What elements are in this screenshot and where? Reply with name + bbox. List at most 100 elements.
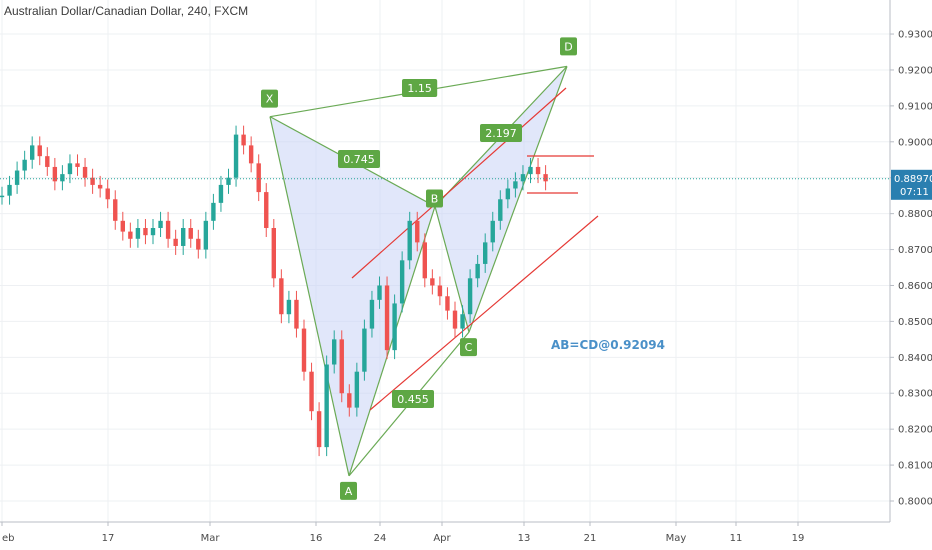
candle-body bbox=[294, 299, 299, 329]
abcd-annotation: AB=CD@0.92094 bbox=[551, 338, 665, 352]
candle-body bbox=[82, 166, 88, 178]
candle-body bbox=[332, 339, 337, 365]
x-tick-label: Mar bbox=[201, 533, 221, 544]
candle-body bbox=[324, 364, 329, 448]
pattern-leg-AB bbox=[348, 206, 436, 477]
candle-body bbox=[339, 339, 344, 394]
candle-body bbox=[60, 174, 65, 182]
ratio-label: 2.197 bbox=[485, 127, 517, 140]
candle-body bbox=[14, 170, 20, 185]
x-tick-label: 21 bbox=[584, 533, 597, 544]
candle-body bbox=[430, 278, 435, 286]
candle-body bbox=[128, 231, 133, 239]
candle-body bbox=[422, 242, 427, 279]
candle-body bbox=[452, 310, 458, 329]
candle-body bbox=[120, 220, 125, 232]
last-price-label: 0.88970 bbox=[894, 174, 932, 185]
candle-body bbox=[279, 278, 284, 315]
x-tick-label: eb bbox=[2, 533, 15, 544]
candle-body bbox=[22, 159, 27, 171]
candle-body bbox=[498, 199, 503, 221]
point-label-box bbox=[426, 189, 443, 208]
candle-body bbox=[256, 163, 261, 193]
candle-body bbox=[392, 303, 397, 351]
candle-body bbox=[52, 166, 58, 182]
candle-body bbox=[143, 228, 148, 236]
ratio-label: 1.15 bbox=[407, 82, 432, 95]
ratio-label-box bbox=[402, 79, 438, 97]
point-label-X: X bbox=[266, 93, 274, 106]
x-tick-label: Apr bbox=[433, 533, 451, 544]
candle-body bbox=[271, 228, 276, 279]
candle-body bbox=[415, 220, 420, 243]
countdown-label: 07:11 bbox=[900, 187, 929, 198]
candle-body bbox=[384, 285, 390, 351]
x-tick-label: 17 bbox=[102, 533, 115, 544]
point-label-B: B bbox=[431, 192, 439, 205]
point-label-box bbox=[560, 37, 577, 56]
candle-body bbox=[520, 174, 526, 182]
candle-body bbox=[158, 220, 163, 229]
candle-body bbox=[347, 393, 352, 408]
point-label-D: D bbox=[564, 40, 572, 53]
pattern-leg-CD bbox=[468, 66, 568, 333]
point-label-C: C bbox=[465, 341, 473, 354]
candle-body bbox=[513, 181, 518, 189]
candle-body bbox=[407, 220, 412, 261]
candle-body bbox=[97, 184, 103, 189]
candle-body bbox=[264, 192, 269, 229]
x-tick-label: 13 bbox=[518, 533, 531, 544]
pattern-leg-BC bbox=[434, 206, 470, 333]
point-label-A: A bbox=[345, 485, 353, 498]
last-price-badge bbox=[891, 169, 932, 200]
candle-body bbox=[188, 228, 193, 239]
candle-body bbox=[377, 285, 382, 300]
candle-body bbox=[113, 199, 118, 221]
candle-body bbox=[445, 296, 450, 311]
candle-body bbox=[399, 260, 405, 304]
x-tick-label: 19 bbox=[792, 533, 805, 544]
ratio-label: 0.745 bbox=[343, 153, 375, 166]
candle-body bbox=[67, 163, 73, 175]
candles bbox=[0, 125, 548, 457]
candle-body bbox=[135, 228, 141, 239]
candle-body bbox=[286, 299, 292, 315]
candle-body bbox=[165, 220, 171, 239]
point-label-box bbox=[340, 481, 357, 500]
candle-body bbox=[483, 242, 488, 264]
candle-body bbox=[150, 228, 156, 236]
ratio-label: 0.455 bbox=[397, 393, 429, 406]
pattern-fill-xab bbox=[270, 116, 435, 476]
candle-body bbox=[490, 220, 495, 243]
candle-body bbox=[543, 174, 548, 182]
candle-body bbox=[248, 145, 254, 164]
candle-body bbox=[528, 166, 533, 175]
candle-body bbox=[218, 184, 224, 203]
candle-body bbox=[0, 195, 5, 198]
candle-body bbox=[362, 328, 367, 372]
candle-body bbox=[316, 411, 322, 448]
candle-body bbox=[233, 134, 239, 178]
grid bbox=[0, 0, 890, 522]
candle-body bbox=[75, 163, 80, 167]
candle-body bbox=[211, 202, 216, 221]
point-label-box bbox=[460, 338, 477, 357]
candle-body bbox=[535, 166, 541, 175]
trend-line bbox=[369, 215, 599, 411]
pattern-leg-XA bbox=[269, 116, 350, 476]
candle-body bbox=[7, 184, 12, 196]
candle-body bbox=[505, 188, 511, 200]
candle-body bbox=[30, 145, 35, 160]
ratio-label-box bbox=[480, 124, 522, 142]
